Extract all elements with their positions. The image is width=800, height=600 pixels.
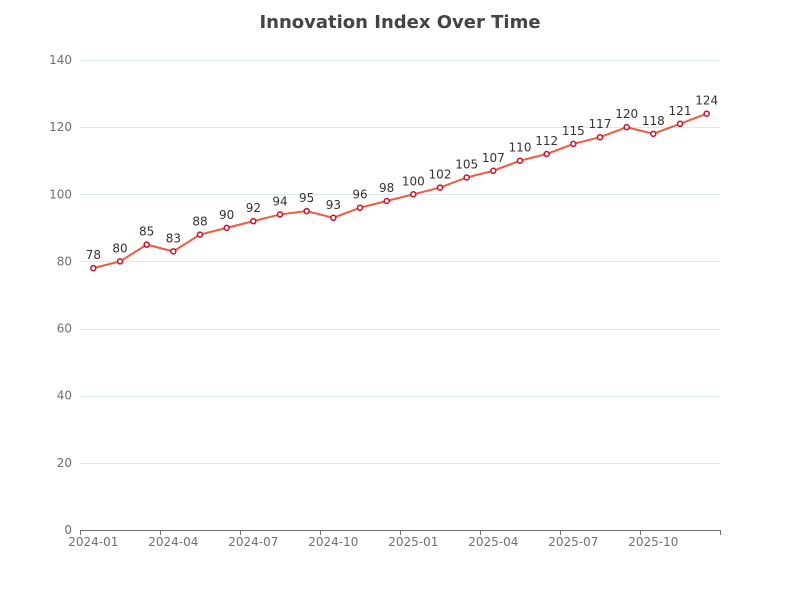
data-point[interactable]: [196, 231, 204, 238]
data-point[interactable]: [436, 184, 444, 191]
y-tick-label: 60: [57, 322, 72, 336]
data-label: 102: [429, 168, 452, 182]
x-tick-label: 2025-04: [468, 535, 518, 549]
data-label: 105: [455, 158, 478, 172]
data-label: 120: [615, 107, 638, 121]
y-tick-label: 20: [57, 456, 72, 470]
data-point[interactable]: [596, 133, 604, 141]
x-tick-label: 2024-01: [68, 535, 118, 549]
y-tick-label: 120: [49, 120, 72, 134]
data-label: 115: [562, 124, 585, 138]
data-point[interactable]: [223, 224, 230, 232]
data-label: 110: [509, 141, 532, 155]
data-point[interactable]: [356, 204, 364, 211]
data-point[interactable]: [516, 157, 524, 164]
data-label: 83: [166, 231, 181, 245]
data-point[interactable]: [170, 248, 177, 255]
data-point[interactable]: [703, 110, 710, 117]
data-label: 100: [402, 174, 425, 188]
chart-title: Innovation Index Over Time: [259, 12, 540, 33]
y-tick-label: 140: [49, 53, 72, 67]
data-label: 112: [535, 134, 558, 148]
data-label: 96: [352, 188, 367, 202]
data-label: 94: [272, 194, 287, 208]
x-tick-label: 2025-07: [548, 535, 598, 549]
x-tick-label: 2025-01: [388, 535, 438, 549]
data-label: 80: [112, 241, 127, 255]
grid-layer: [80, 60, 720, 464]
y-tick-label: 40: [57, 389, 72, 403]
data-label: 90: [219, 208, 234, 222]
data-point[interactable]: [250, 217, 257, 225]
data-point[interactable]: [490, 167, 497, 175]
data-point[interactable]: [676, 120, 684, 128]
data-label: 107: [482, 151, 505, 165]
series-line: [93, 112, 708, 270]
data-point[interactable]: [650, 130, 657, 138]
data-point[interactable]: [90, 264, 97, 272]
data-label: 124: [695, 94, 718, 108]
data-point[interactable]: [276, 211, 284, 218]
data-label: 117: [589, 117, 612, 131]
axis-layer: 0 20 40 60 80 100 120 140 2024-01 2024-04 2024-07 2…: [49, 53, 721, 549]
data-label: 98: [379, 181, 394, 195]
x-tick-label: 2024-10: [308, 535, 358, 549]
data-point[interactable]: [623, 123, 630, 131]
data-label: 121: [669, 104, 692, 118]
data-point[interactable]: [116, 258, 124, 265]
y-tick-label: 80: [57, 254, 72, 268]
data-label: 118: [642, 114, 665, 128]
data-point[interactable]: [463, 174, 470, 181]
x-tick-label: 2025-10: [628, 535, 678, 549]
data-point[interactable]: [410, 191, 417, 198]
data-label: 93: [326, 198, 341, 212]
data-label: 95: [299, 191, 314, 205]
data-label: 85: [139, 225, 154, 239]
data-point[interactable]: [303, 207, 310, 215]
y-tick-label: 100: [49, 187, 72, 201]
y-tick-label: 0: [64, 523, 72, 537]
data-point[interactable]: [570, 140, 577, 148]
data-point[interactable]: [330, 214, 337, 222]
x-tick-label: 2024-04: [148, 535, 198, 549]
data-point[interactable]: [383, 197, 390, 205]
data-point[interactable]: [543, 150, 550, 158]
series-layer: [90, 110, 710, 272]
data-label: 88: [192, 215, 207, 229]
x-tick-label: 2024-07: [228, 535, 278, 549]
data-label: 78: [86, 248, 101, 262]
data-label: 92: [246, 201, 261, 215]
data-point[interactable]: [143, 241, 150, 248]
